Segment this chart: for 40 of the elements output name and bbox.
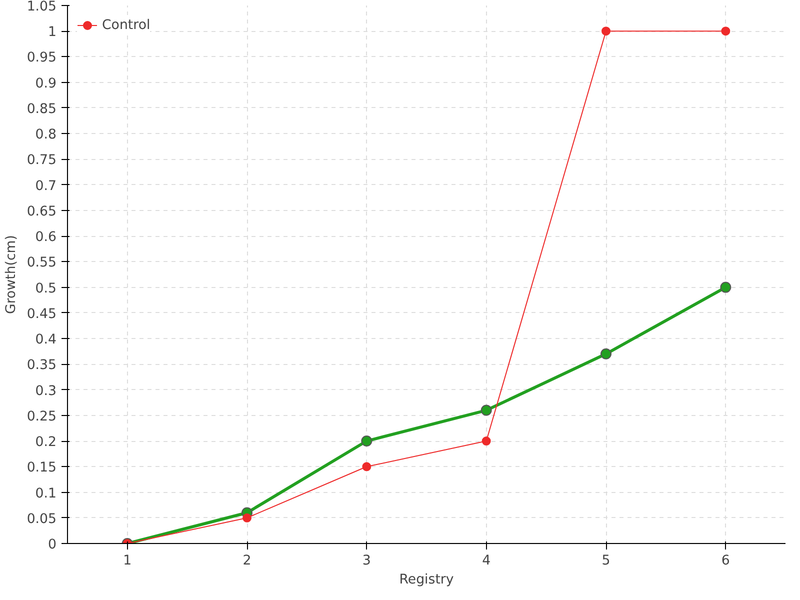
y-tick-label: 0.8 (35, 128, 57, 143)
y-tick-label: 0.55 (26, 256, 57, 271)
y-tick-label: 0.1 (35, 486, 57, 502)
x-tick-label: 6 (721, 554, 730, 568)
y-tick-label: 0.7 (35, 178, 57, 194)
point (721, 26, 730, 36)
y-axis-title: Growth(cm) (4, 235, 19, 314)
x-tick-label: 2 (242, 554, 252, 568)
x-tick-label: 5 (602, 554, 610, 568)
point (480, 404, 492, 416)
y-tick-label: 0 (48, 538, 57, 552)
y-tick-label: 0.75 (26, 153, 57, 168)
point (242, 513, 252, 522)
y-tick-label: 1 (48, 25, 57, 40)
point (602, 26, 610, 36)
legend-label: Control (102, 18, 150, 32)
y-tick-label: 0.6 (35, 230, 57, 246)
y-tick-label: 0.05 (26, 512, 57, 527)
y-tick-label: 0.35 (26, 358, 57, 374)
point (720, 282, 732, 293)
y-tick-label: 0.9 (35, 76, 57, 92)
x-tick-label: 4 (482, 554, 491, 568)
y-tick-label: 0.5 (35, 281, 57, 296)
y-tick-label: 0.65 (26, 204, 57, 220)
x-axis-title: Registry (399, 572, 454, 588)
y-tick-label: 0.4 (35, 332, 57, 348)
y-tick-label: 0.95 (26, 50, 57, 66)
point (482, 436, 491, 446)
y-tick-label: 0.2 (35, 435, 57, 450)
y-tick-label: 0.85 (26, 102, 57, 117)
x-tick-label: 3 (362, 554, 371, 568)
y-tick-label: 1.05 (26, 0, 57, 14)
y-tick-label: 0.3 (35, 384, 57, 399)
point (362, 462, 372, 472)
y-tick-label: 0.25 (26, 409, 57, 424)
y-tick-label: 0.45 (26, 306, 57, 322)
point (600, 348, 612, 360)
point (361, 436, 372, 447)
x-tick-label: 1 (123, 554, 132, 568)
y-tick-label: 0.15 (26, 460, 57, 476)
